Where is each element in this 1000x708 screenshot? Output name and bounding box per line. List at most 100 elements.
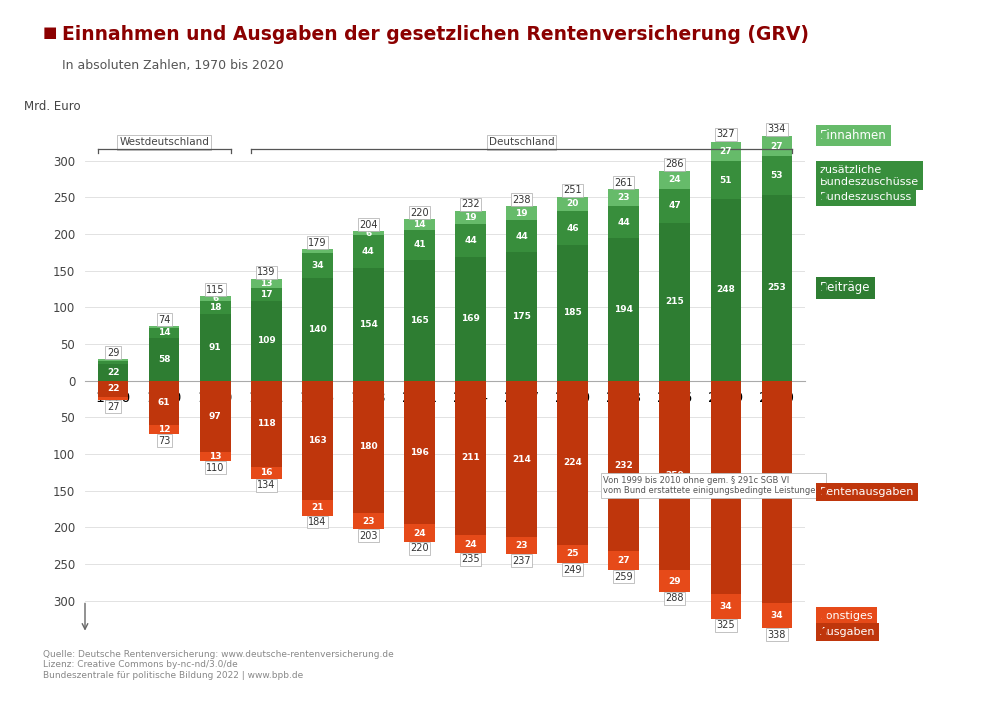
Text: 27: 27 — [107, 402, 119, 412]
Text: ■: ■ — [43, 25, 57, 40]
Text: 74: 74 — [158, 315, 170, 325]
Text: 204: 204 — [359, 219, 378, 229]
Text: 154: 154 — [359, 320, 378, 329]
Text: 214: 214 — [512, 455, 531, 464]
Bar — [149, 381, 179, 426]
Text: 224: 224 — [563, 458, 582, 467]
Text: 220: 220 — [410, 543, 429, 554]
Bar — [149, 326, 179, 328]
Text: 253: 253 — [768, 283, 786, 292]
Bar — [98, 381, 128, 396]
Text: Einnahmen: Einnahmen — [820, 130, 887, 142]
Text: 291: 291 — [716, 483, 735, 492]
Bar — [762, 603, 792, 629]
Bar — [200, 297, 231, 301]
Text: 44: 44 — [362, 247, 375, 256]
Bar — [506, 252, 537, 381]
Bar — [557, 381, 588, 545]
Text: 23: 23 — [362, 517, 375, 525]
Text: 19: 19 — [464, 213, 477, 222]
Text: 251: 251 — [563, 185, 582, 195]
Bar — [98, 396, 128, 401]
Bar — [149, 426, 179, 434]
Bar — [302, 249, 333, 253]
Text: 140: 140 — [308, 325, 327, 333]
Text: 16: 16 — [260, 469, 273, 477]
Text: 288: 288 — [666, 593, 684, 603]
Text: 169: 169 — [461, 314, 480, 323]
Text: 25: 25 — [566, 549, 579, 559]
Bar — [251, 381, 282, 467]
Text: 12: 12 — [158, 426, 170, 434]
Text: 139: 139 — [257, 267, 275, 278]
Text: 20: 20 — [566, 200, 579, 208]
Text: Von 1999 bis 2010 ohne gem. § 291c SGB VI
vom Bund erstattete einigungsbedingte : Von 1999 bis 2010 ohne gem. § 291c SGB V… — [603, 476, 824, 496]
Text: 18: 18 — [209, 303, 221, 312]
Text: 232: 232 — [614, 461, 633, 470]
Bar — [608, 189, 639, 206]
Bar — [762, 156, 792, 195]
Text: 115: 115 — [206, 285, 224, 295]
Text: 175: 175 — [512, 312, 531, 321]
Text: 338: 338 — [768, 630, 786, 640]
Text: 238: 238 — [512, 195, 531, 205]
Text: 165: 165 — [410, 316, 429, 325]
Text: 259: 259 — [614, 572, 633, 582]
Text: 46: 46 — [566, 224, 579, 233]
Bar — [251, 467, 282, 479]
Text: 17: 17 — [260, 290, 273, 299]
Bar — [353, 513, 384, 530]
Text: Quelle: Deutsche Rentenversicherung: www.deutsche-rentenversicherung.de
Lizenz: : Quelle: Deutsche Rentenversicherung: www… — [43, 650, 394, 680]
Bar — [251, 301, 282, 381]
Text: 180: 180 — [359, 442, 378, 451]
Text: 27: 27 — [720, 147, 732, 156]
Text: 215: 215 — [665, 297, 684, 307]
Bar — [455, 224, 486, 257]
Text: 27: 27 — [771, 142, 783, 151]
Text: 23: 23 — [515, 542, 528, 550]
Bar — [149, 328, 179, 338]
Bar — [557, 211, 588, 245]
Text: 41: 41 — [413, 240, 426, 249]
Bar — [455, 210, 486, 224]
Bar — [608, 206, 639, 239]
Text: 24: 24 — [413, 529, 426, 537]
Text: 23: 23 — [617, 193, 630, 202]
Bar — [404, 525, 435, 542]
Bar — [404, 260, 435, 381]
Bar — [200, 381, 231, 452]
Text: 61: 61 — [158, 399, 170, 408]
Text: 14: 14 — [158, 329, 170, 338]
Text: In absoluten Zahlen, 1970 bis 2020: In absoluten Zahlen, 1970 bis 2020 — [62, 59, 284, 72]
Text: 211: 211 — [461, 453, 480, 462]
Text: 325: 325 — [717, 620, 735, 630]
Bar — [659, 223, 690, 381]
Text: 44: 44 — [617, 218, 630, 227]
Bar — [404, 229, 435, 260]
Text: Ausgaben: Ausgaben — [820, 627, 876, 637]
Bar — [353, 236, 384, 268]
Text: 58: 58 — [158, 355, 170, 364]
Text: 51: 51 — [720, 176, 732, 185]
Bar — [557, 197, 588, 211]
Text: 261: 261 — [614, 178, 633, 188]
Bar — [557, 245, 588, 381]
Text: 22: 22 — [107, 368, 119, 377]
Bar — [659, 571, 690, 592]
Text: 19: 19 — [515, 209, 528, 217]
Bar — [404, 381, 435, 525]
Bar — [608, 239, 639, 381]
Bar — [711, 594, 741, 619]
Bar — [98, 365, 128, 381]
Bar — [200, 452, 231, 461]
Text: 44: 44 — [515, 232, 528, 241]
Text: 232: 232 — [461, 199, 480, 209]
Text: 34: 34 — [771, 612, 783, 620]
Text: 134: 134 — [257, 480, 275, 491]
Bar — [302, 253, 333, 278]
Bar — [711, 161, 741, 199]
Bar — [302, 278, 333, 381]
Text: 22: 22 — [107, 384, 119, 393]
Text: 24: 24 — [464, 539, 477, 549]
Text: Bundeszuschuss: Bundeszuschuss — [820, 192, 912, 202]
